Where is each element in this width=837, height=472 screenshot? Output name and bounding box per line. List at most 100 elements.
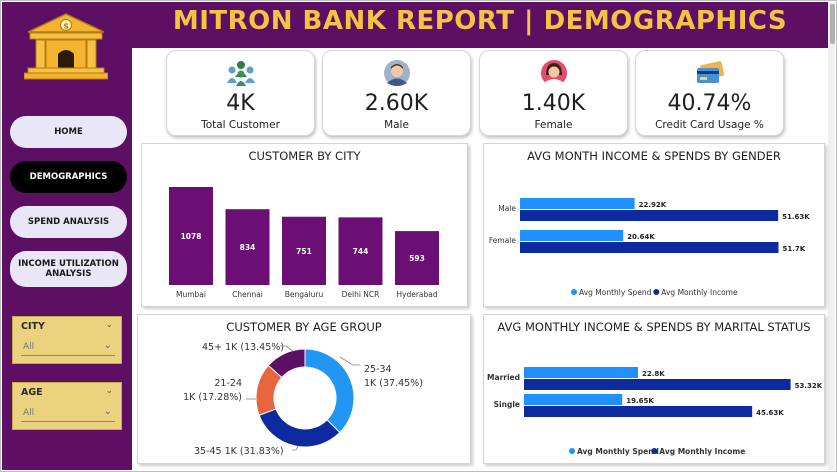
chart-title: AVG MONTH INCOME & SPENDS BY GENDER [527,149,781,163]
kpi-male: 2.60K Male [322,50,471,136]
bar-data-label: 45.63K [756,409,784,417]
bar-data-label: 19.65K [626,397,654,405]
x-tick-label: Chennai [232,290,263,299]
legend-label: Avg Monthly Income [661,288,738,297]
city-bar [282,216,326,285]
donut-data-label: 21-24 [214,378,242,389]
x-tick-label: Mumbai [176,290,206,299]
income-bar [520,210,779,221]
y-tick-label: Male [498,204,516,213]
kpi-value: 4K [226,91,255,116]
spend-bar [520,230,624,241]
nav-spend-analysis-button[interactable]: SPEND ANALYSIS [10,206,127,238]
chevron-down-icon[interactable]: ⌄ [105,320,113,330]
kpi-total-customer: 4K Total Customer [166,50,315,136]
age-donut-chart[interactable]: 25-34 1K (37.45%) 35-45 1K (31.83%) 21-24 1K… [138,315,470,463]
age-dropdown[interactable]: All ⌄ [21,405,115,422]
x-tick-label: Delhi NCR [342,290,380,299]
donut-data-label: 25-34 [364,364,392,375]
income-bar [524,379,791,390]
y-tick-label: Married [487,373,520,382]
city-bar [169,187,213,285]
page-title: MITRON BANK REPORT | DEMOGRAPHICS [172,6,788,36]
credit-card-icon [697,61,725,83]
scrollbar-thumb[interactable] [830,4,835,44]
legend-label: Avg Monthly Spend [579,288,652,297]
y-tick-label: Female [489,236,517,245]
female-avatar-icon [541,60,567,86]
city-bar-chart[interactable]: 1078 Mumbai 834 Chennai 751 Bengaluru 744 Delhi… [142,144,467,306]
leader-line [280,345,294,352]
customer-by-age-group-card: CUSTOMER BY AGE GROUP 25-34 1K (37.45%) 35… [137,314,471,464]
bar-data-label: 751 [296,247,312,256]
city-dropdown[interactable]: All ⌄ [21,339,115,356]
leader-line [339,356,360,366]
customer-by-city-card: CUSTOMER BY CITY 1078 Mumbai 834 Chennai 751… [141,143,468,307]
income-spend-by-gender-card: AVG MONTH INCOME & SPENDS BY GENDER Male… [483,143,825,307]
chevron-down-icon[interactable]: ⌄ [105,386,113,396]
donut-data-label: 45+ 1K (13.45%) [202,342,284,353]
leader-line [292,445,299,451]
nav-income-utilization-button[interactable]: INCOME UTILIZATION ANALYSIS [10,251,127,287]
age-slicer-label: AGE [21,387,43,398]
donut-slice [267,348,306,379]
donut-data-label: 1K (37.45%) [364,378,423,389]
age-dropdown-value: All [23,408,35,418]
bar-data-label: 744 [353,247,369,256]
kpi-label: Female [534,119,573,131]
bank-logo-icon: $ [23,12,109,84]
bar-data-label: 1078 [181,232,202,241]
spend-bar [524,367,638,378]
bar-data-label: 51.63K [782,213,810,221]
legend-spend-marker [569,448,575,454]
chart-title: AVG MONTHLY INCOME & SPENDS BY MARITAL S… [497,320,811,334]
bar-data-label: 834 [240,243,256,252]
city-bar [338,217,383,285]
chevron-down-icon: ⌄ [103,406,112,417]
chart-title: CUSTOMER BY AGE GROUP [226,320,382,334]
gender-bar-chart[interactable]: Male 22.92K 51.63K Female 20.64K 51.7K Avg Mon… [484,144,824,306]
bar-data-label: 22.92K [639,201,667,209]
bar-data-label: 593 [409,254,425,263]
svg-text:$: $ [63,22,69,31]
city-dropdown-value: All [23,342,35,352]
donut-slice [258,408,341,448]
kpi-value: 1.40K [521,91,586,116]
spend-bar [524,394,623,405]
bar-data-label: 22.8K [642,370,665,378]
city-bar [225,209,270,285]
income-spend-by-marital-card: AVG MONTHLY INCOME & SPENDS BY MARITAL S… [483,314,825,464]
male-avatar-icon [384,60,410,86]
legend-spend-marker [571,289,577,295]
legend-income-marker [651,448,658,454]
kpi-label: Total Customer [201,119,280,131]
people-group-icon [227,61,255,86]
age-slicer: AGE ⌄ All ⌄ [12,382,122,430]
bar-data-label: 53.32K [795,382,823,390]
y-tick-label: Single [494,400,520,409]
chevron-down-icon: ⌄ [103,340,112,351]
x-tick-label: Hyderabad [396,290,437,299]
income-bar [520,242,779,253]
chart-title: CUSTOMER BY CITY [248,149,361,163]
nav-demographics-button[interactable]: DEMOGRAPHICS [10,161,127,193]
legend-label: Avg Monthly Spend [577,447,659,456]
income-bar [524,406,753,417]
donut-data-label: 35-45 1K (31.83%) [194,446,284,457]
legend-income-marker [653,289,660,295]
bar-data-label: 51.7K [783,245,806,253]
top-banner [132,2,828,48]
kpi-female: 1.40K Female [479,50,628,136]
vertical-scrollbar[interactable] [828,2,835,470]
bar-data-label: 20.64K [627,233,655,241]
kpi-label: Male [384,119,409,131]
kpi-value: 2.60K [364,91,429,116]
legend-label: Avg Monthly Income [659,447,745,456]
city-bar [395,231,439,285]
kpi-value: 40.74% [667,91,752,116]
nav-home-button[interactable]: HOME [10,116,127,148]
donut-data-label: 1K (17.28%) [183,392,242,403]
spend-bar [520,198,635,209]
x-tick-label: Bengaluru [285,290,324,299]
marital-bar-chart[interactable]: Married 22.8K 53.32K Single 19.65K 45.63K Avg … [484,315,824,463]
